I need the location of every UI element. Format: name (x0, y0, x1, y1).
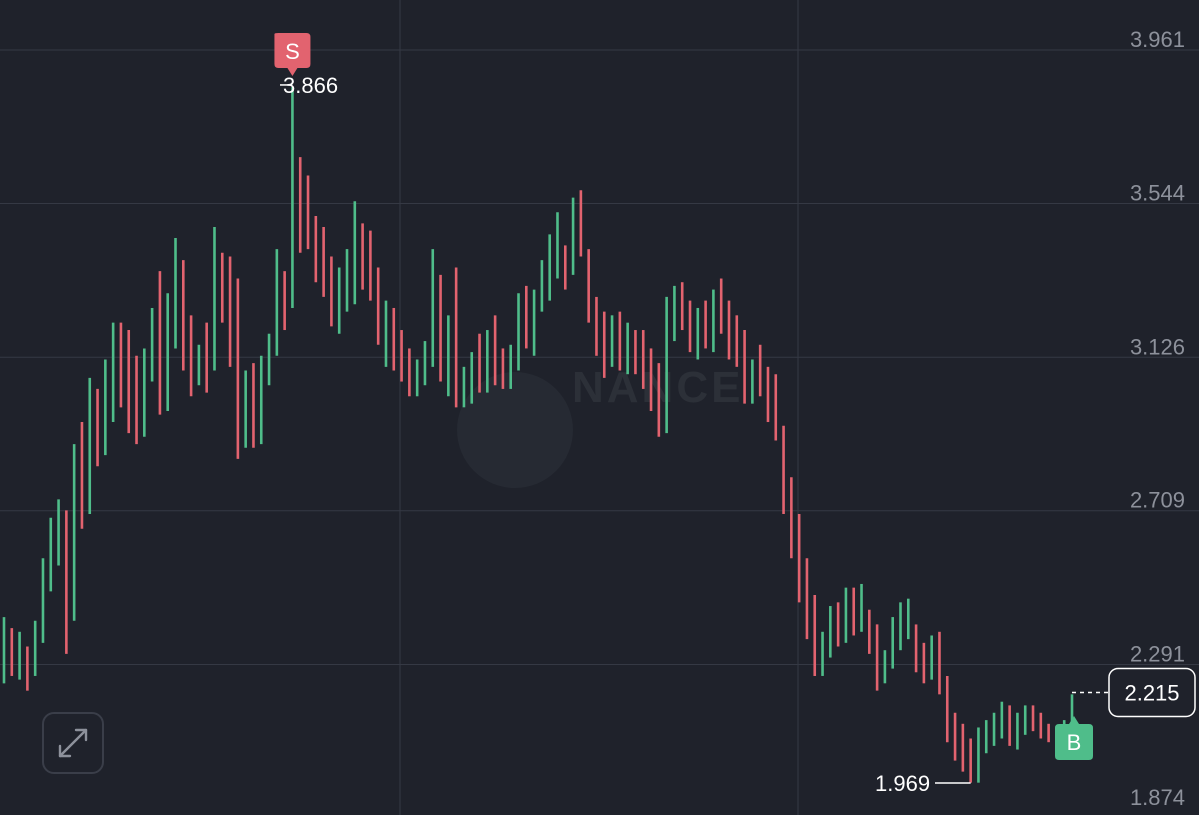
y-tick-label: 1.874 (1130, 785, 1185, 810)
watermark-text: NANCE (572, 363, 743, 412)
sell-badge-label: S (285, 39, 300, 64)
y-tick-label: 2.709 (1130, 488, 1185, 513)
buy-badge (1055, 716, 1093, 760)
watermark-logo-icon (457, 372, 573, 488)
ohlc-series (2, 87, 1074, 783)
sell-badge (274, 33, 311, 76)
y-tick-label: 2.291 (1130, 642, 1185, 667)
low-price-label: 1.969 (875, 771, 930, 796)
y-tick-label: 3.961 (1130, 27, 1185, 52)
expand-button[interactable] (42, 712, 104, 774)
buy-badge-label: B (1067, 730, 1082, 755)
high-price-label: 3.866 (283, 73, 338, 98)
expand-icon (58, 728, 88, 758)
last-price-label: 2.215 (1124, 681, 1179, 706)
y-tick-label: 3.126 (1130, 334, 1185, 359)
last-price-box (1108, 667, 1196, 718)
y-tick-label: 3.544 (1130, 180, 1185, 205)
